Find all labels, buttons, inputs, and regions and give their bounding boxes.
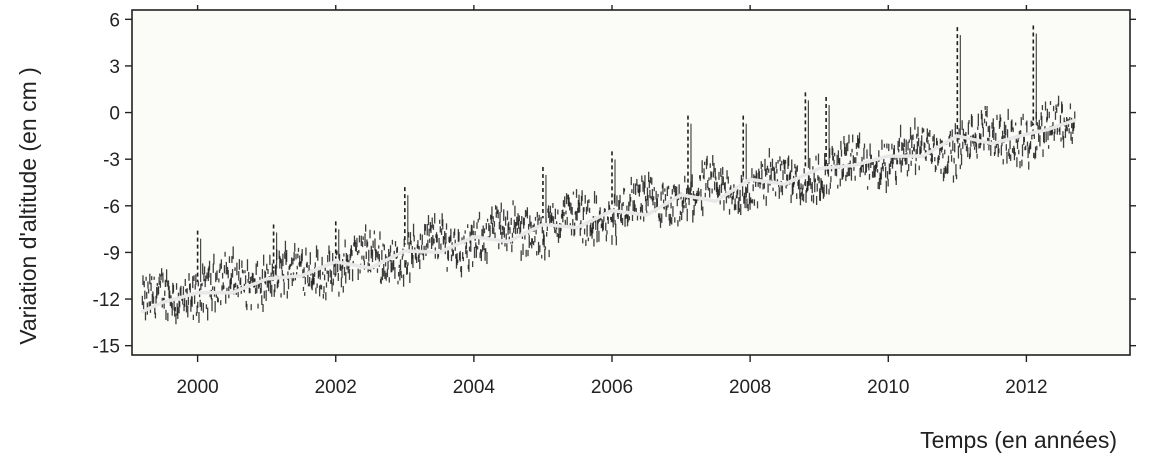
y-axis-label: Variation d'altitude (en cm ) [15,67,41,345]
axes: 6 3 0 -3 -6 -9 -12 -15 2000 2002 2004 2006 2008 2010 2… [93,5,1136,398]
y-tick-label: 6 [109,10,120,31]
y-tick-label: -9 [103,243,120,264]
x-tick-label: 2000 [176,377,218,398]
y-tick-label: -3 [103,150,120,171]
x-tick-label: 2002 [315,377,357,398]
trend-line [140,118,1077,314]
trend-line-group [140,118,1077,314]
x-axis-label: Temps (en années) [920,427,1117,453]
plot-frame [131,9,1131,356]
y-tick-label: -15 [93,337,120,358]
x-tick-label: 2006 [591,377,633,398]
x-tick-label: 2010 [867,377,909,398]
x-tick-label: 2012 [1005,377,1047,398]
y-tick-label: -12 [93,290,120,311]
x-tick-label: 2004 [453,377,496,398]
y-tick-label: 0 [109,104,120,125]
y-tick-label: -6 [103,197,120,218]
x-tick-label: 2008 [729,377,771,398]
y-tick-label: 3 [109,57,120,78]
